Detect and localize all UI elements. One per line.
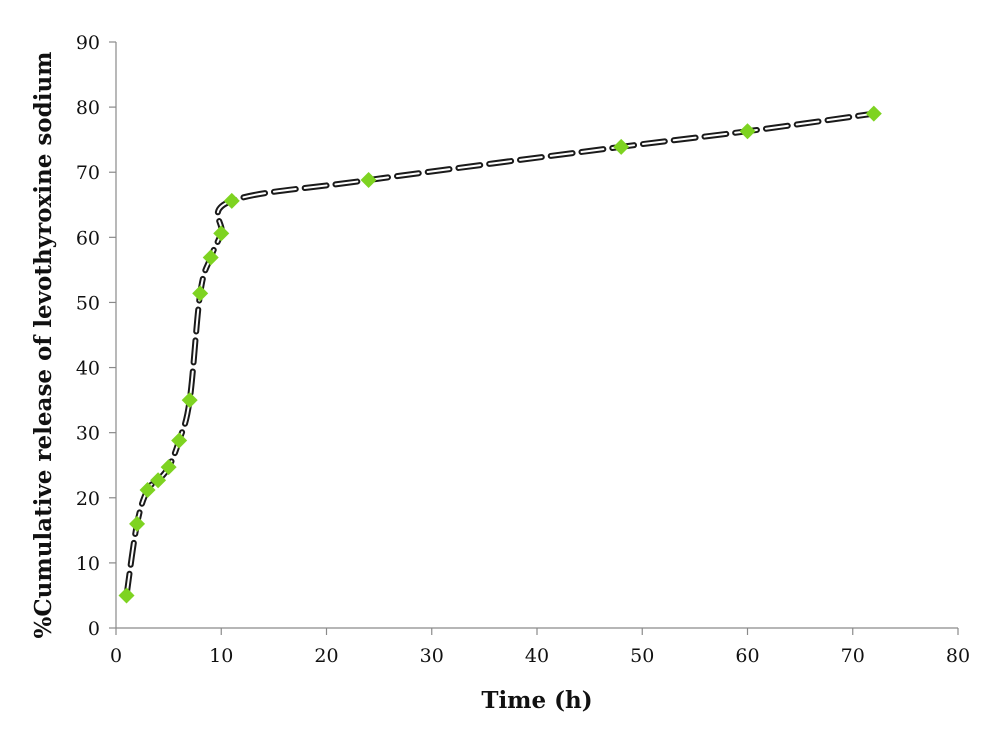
series-line: [123, 110, 877, 599]
data-point: [171, 432, 188, 449]
series-line-core: [125, 112, 875, 597]
data-point: [139, 481, 156, 498]
y-tick-label: 20: [76, 488, 100, 510]
data-point: [129, 515, 146, 532]
y-tick-label: 40: [76, 358, 100, 380]
y-tick-label: 50: [76, 292, 100, 314]
y-axis-ticks: 0 10 20 30 40 50 60 70 80 90: [76, 32, 116, 640]
x-tick-label: 60: [735, 645, 759, 667]
data-point: [739, 123, 756, 140]
data-point: [192, 285, 209, 302]
y-tick-label: 90: [76, 32, 100, 54]
y-tick-label: 10: [76, 553, 100, 575]
x-tick-label: 30: [420, 645, 444, 667]
data-point: [213, 225, 230, 242]
x-axis-ticks: 0 10 20 30 40 50 60 70 80: [110, 628, 970, 667]
y-tick-label: 80: [76, 97, 100, 119]
data-point: [202, 249, 219, 266]
data-point: [118, 587, 135, 604]
x-axis-title: Time (h): [481, 687, 592, 714]
x-tick-label: 20: [314, 645, 338, 667]
data-point: [181, 392, 198, 409]
x-tick-label: 40: [525, 645, 549, 667]
x-tick-label: 80: [946, 645, 970, 667]
y-tick-label: 0: [88, 618, 100, 640]
y-tick-label: 30: [76, 423, 100, 445]
y-tick-label: 60: [76, 227, 100, 249]
series-lines: [123, 110, 877, 599]
data-point: [160, 459, 177, 476]
data-point: [865, 105, 882, 122]
x-tick-label: 70: [841, 645, 865, 667]
data-point: [360, 172, 377, 189]
series-markers: [118, 105, 882, 604]
x-tick-label: 0: [110, 645, 122, 667]
y-tick-label: 70: [76, 162, 100, 184]
x-tick-label: 10: [209, 645, 233, 667]
data-point: [150, 472, 167, 489]
data-point: [223, 192, 240, 209]
data-point: [613, 138, 630, 155]
y-axis-title: %Cumulative release of levothyroxine sod…: [30, 51, 57, 638]
x-tick-label: 50: [630, 645, 654, 667]
